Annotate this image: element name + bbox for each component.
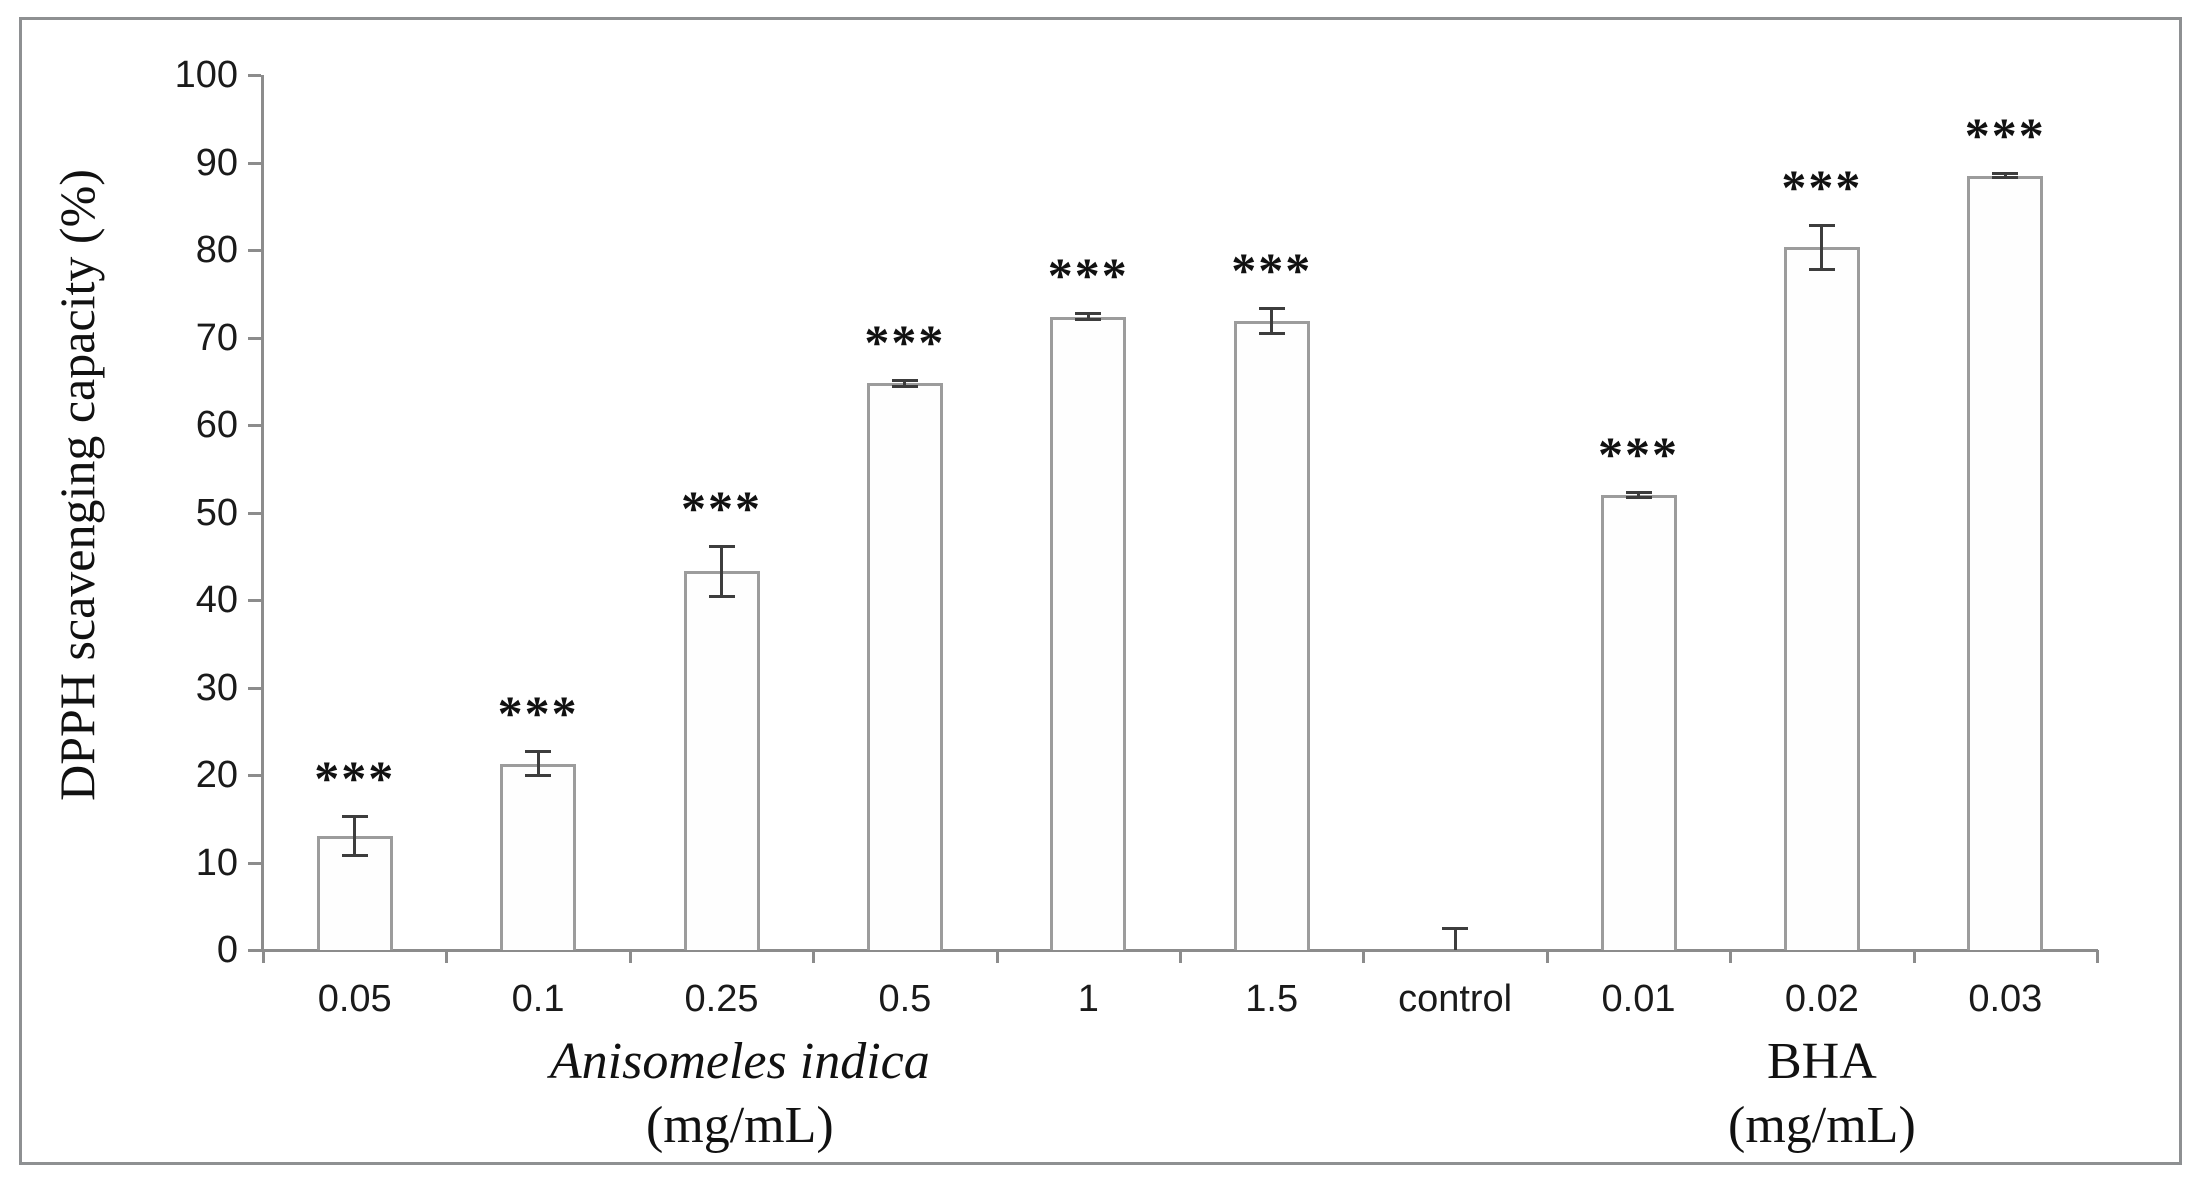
significance-stars: *** — [864, 313, 946, 370]
error-bar-line — [2003, 173, 2007, 179]
y-tick-label: 50 — [195, 491, 238, 534]
x-tick-label: 0.02 — [1784, 978, 1859, 1020]
y-tick-label: 40 — [195, 579, 238, 621]
bar — [1967, 175, 2044, 950]
error-bar-cap-top — [1625, 491, 1652, 495]
bar — [866, 383, 943, 950]
y-tick-mark — [248, 161, 261, 165]
x-group-unit: (mg/mL) — [645, 1097, 834, 1154]
x-tick-label: 0.03 — [1968, 978, 2043, 1020]
significance-stars: *** — [1781, 158, 1863, 215]
x-tick-label: 0.25 — [684, 978, 759, 1020]
y-tick-label: 10 — [195, 841, 238, 884]
error-bar-cap-top — [341, 815, 368, 819]
x-tick-label: 1 — [1077, 978, 1099, 1020]
y-tick-mark — [248, 511, 261, 515]
y-tick-mark — [248, 336, 261, 340]
significance-stars: *** — [681, 479, 762, 536]
y-tick-mark — [248, 74, 261, 77]
x-tick-mark — [262, 950, 265, 963]
y-tick-label: 60 — [195, 404, 238, 446]
error-bar-line — [1270, 307, 1274, 334]
error-bar-cap-top — [1258, 306, 1285, 310]
y-tick-label: 70 — [195, 316, 238, 359]
y-tick-mark — [248, 861, 261, 865]
error-bar-line — [1086, 313, 1090, 320]
y-tick-mark — [248, 424, 261, 427]
bar — [1783, 247, 1860, 950]
x-tick-mark — [445, 950, 449, 963]
significance-stars: *** — [1598, 426, 1679, 483]
error-bar-cap-bottom — [891, 384, 918, 388]
y-tick-label: 0 — [216, 929, 238, 971]
x-tick-label: 1.5 — [1245, 978, 1299, 1020]
y-tick-mark — [248, 599, 261, 602]
error-bar-cap-top — [1075, 312, 1102, 315]
y-tick-label: 90 — [195, 141, 238, 184]
x-tick-mark — [2096, 950, 2099, 963]
error-bar-line — [903, 379, 907, 387]
error-bar-cap-bottom — [525, 773, 552, 777]
bar — [1050, 316, 1127, 950]
x-tick-label: 0.1 — [511, 978, 565, 1020]
error-bar-cap-bottom — [1808, 268, 1835, 272]
error-bar-cap-top — [891, 378, 918, 382]
error-bar-cap-bottom — [1625, 495, 1652, 499]
y-tick-label: 20 — [195, 754, 238, 796]
x-tick-mark — [995, 950, 999, 963]
error-bar-cap-bottom — [1992, 176, 2019, 180]
bar — [1233, 320, 1310, 950]
y-tick-mark — [248, 249, 261, 252]
y-tick-label: 80 — [195, 229, 238, 271]
bar — [1600, 495, 1677, 950]
bar — [500, 763, 577, 950]
bar — [683, 571, 760, 950]
significance-stars: *** — [497, 685, 579, 742]
x-tick-label: control — [1398, 978, 1513, 1020]
x-tick-mark — [1912, 950, 1916, 963]
x-tick-mark — [1545, 950, 1549, 963]
x-tick-mark — [1729, 950, 1733, 963]
x-group-unit: (mg/mL) — [1728, 1097, 1916, 1154]
y-axis-line — [261, 75, 264, 952]
error-bar-cap-top — [1808, 223, 1835, 227]
y-tick-mark — [248, 949, 261, 952]
error-bar-line — [536, 751, 540, 776]
y-tick-label: 100 — [174, 54, 238, 96]
x-tick-label: 0.01 — [1601, 978, 1676, 1020]
error-bar-cap-top — [708, 544, 735, 548]
error-bar-cap-top — [525, 750, 552, 754]
error-bar-line — [1453, 928, 1457, 950]
error-bar-line — [1637, 492, 1640, 498]
error-bar-line — [353, 816, 357, 857]
error-bar-line — [720, 545, 723, 597]
x-tick-mark — [1179, 950, 1182, 963]
x-group-title: BHA — [1766, 1033, 1877, 1090]
error-bar-cap-top — [1442, 927, 1469, 931]
y-tick-mark — [248, 774, 261, 777]
x-group-title: Anisomeles indica — [549, 1033, 930, 1090]
significance-stars: *** — [314, 750, 396, 807]
y-tick-mark — [248, 686, 261, 690]
x-tick-mark — [1362, 950, 1366, 963]
error-bar-cap-bottom — [708, 594, 735, 598]
x-tick-label: 0.05 — [317, 978, 392, 1020]
error-bar-cap-top — [1992, 172, 2019, 175]
x-tick-mark — [628, 950, 632, 963]
x-tick-mark — [812, 950, 816, 963]
error-bar-cap-bottom — [1075, 318, 1102, 321]
significance-stars: *** — [1964, 107, 2046, 163]
error-bar-line — [1820, 224, 1824, 271]
y-tick-label: 30 — [195, 666, 238, 709]
significance-stars: *** — [1047, 247, 1129, 303]
x-tick-label: 0.5 — [878, 978, 932, 1020]
error-bar-cap-bottom — [341, 854, 368, 858]
significance-stars: *** — [1231, 241, 1313, 298]
error-bar-cap-bottom — [1258, 332, 1285, 335]
